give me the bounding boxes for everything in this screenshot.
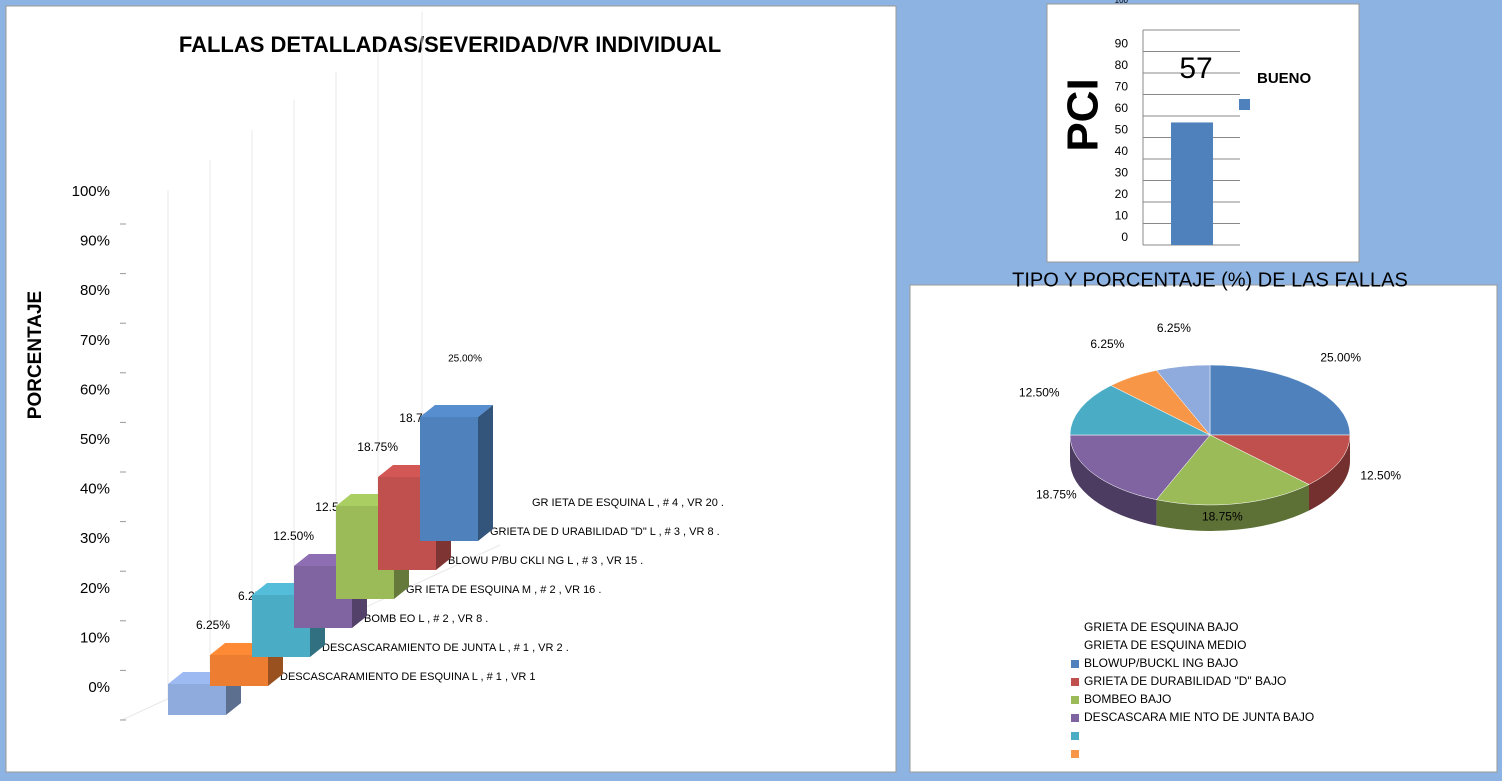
data-label: 6.25% — [196, 618, 230, 632]
bar-side — [478, 405, 493, 541]
y-tick-label: 50% — [80, 431, 110, 448]
legend-marker — [1071, 750, 1079, 758]
y-tick-label: 70% — [80, 332, 110, 349]
data-label: 12.50% — [1019, 386, 1060, 400]
legend-label: BLOWUP/BUCKL ING BAJO — [1084, 656, 1238, 670]
data-label: 25.00% — [1320, 350, 1361, 364]
y-axis-label: PCI — [1059, 78, 1108, 151]
y-axis-label: PORCENTAJE — [25, 291, 46, 419]
x-tick-label: BLOWU P/BU CKLI NG L , # 3 , VR 15 . — [448, 555, 643, 567]
chart-title: TIPO Y PORCENTAJE (%) DE LAS FALLAS — [1012, 269, 1408, 291]
y-tick-label: 70 — [1115, 80, 1129, 94]
legend-label: GRIETA DE ESQUINA BAJO — [1084, 620, 1238, 634]
data-label: 6.25% — [1090, 337, 1124, 351]
bar3d-panel — [5, 5, 897, 773]
y-tick-label: 0 — [1121, 230, 1128, 244]
y-tick-label: 0% — [88, 679, 110, 696]
x-tick-label: DESCASCARAMIENTO DE ESQUINA L , # 1 , VR… — [280, 671, 536, 683]
x-tick-label: DESCASCARAMIENTO DE JUNTA L , # 1 , VR 2… — [322, 642, 569, 654]
bar — [210, 655, 268, 686]
x-tick-label: GR IETA DE ESQUINA L , # 4 , VR 20 . — [532, 497, 724, 509]
data-label: 6.25% — [1157, 321, 1191, 335]
data-label: 57 — [1179, 52, 1212, 85]
y-tick-label: 10 — [1115, 209, 1129, 223]
pie-slice — [1069, 434, 1211, 500]
bar — [1171, 122, 1213, 245]
legend-marker — [1071, 660, 1079, 668]
data-label: 18.75% — [1202, 510, 1243, 524]
data-label: 25.00% — [448, 354, 482, 365]
legend-label: BUENO — [1257, 70, 1312, 87]
pie-slice — [1209, 364, 1351, 436]
back-walls — [121, 12, 501, 721]
y-tick-label: 10% — [80, 629, 110, 646]
y-tick-label: 40 — [1115, 144, 1129, 158]
legend-label: GRIETA DE DURABILIDAD "D" BAJO — [1084, 674, 1286, 688]
y-tick-label: 60% — [80, 381, 110, 398]
y-tick-label: 90 — [1115, 37, 1129, 51]
legend-marker — [1071, 678, 1079, 686]
legend-marker — [1239, 99, 1250, 110]
y-tick-label: 100 — [1115, 0, 1129, 5]
pie-slice — [1209, 434, 1351, 485]
pie-side — [1156, 484, 1309, 531]
y-tick-label: 80% — [80, 282, 110, 299]
data-label: 18.75% — [357, 440, 398, 454]
legend-marker — [1071, 732, 1079, 740]
pie-slice — [1155, 364, 1211, 436]
legend-label: GRIETA DE ESQUINA MEDIO — [1084, 638, 1246, 652]
y-tick-label: 40% — [80, 481, 110, 498]
x-tick-label: BOMB EO L , # 2 , VR 8 . — [364, 613, 488, 625]
y-tick-label: 80 — [1115, 58, 1129, 72]
legend-label: DESCASCARA MIE NTO DE JUNTA BAJO — [1084, 710, 1314, 724]
bar-top — [420, 405, 493, 417]
pie-slice — [1069, 385, 1211, 436]
y-tick-label: 100% — [72, 183, 110, 200]
y-tick-label: 30 — [1115, 166, 1129, 180]
y-tick-label: 50 — [1115, 123, 1129, 137]
y-tick-label: 20% — [80, 580, 110, 597]
y-tick-label: 20 — [1115, 187, 1129, 201]
pie-side — [1070, 435, 1157, 526]
legend-label: BOMBEO BAJO — [1084, 692, 1171, 706]
bar — [420, 417, 478, 541]
legend-marker — [1071, 714, 1079, 722]
data-label: 18.75% — [1036, 487, 1077, 501]
chart-title: FALLAS DETALLADAS/SEVERIDAD/VR INDIVIDUA… — [179, 32, 721, 57]
pie-side — [1308, 435, 1350, 511]
x-tick-label: GR IETA DE ESQUINA M , # 2 , VR 16 . — [406, 584, 601, 596]
pie-slice — [1155, 434, 1310, 506]
legend-marker — [1071, 696, 1079, 704]
y-tick-label: 60 — [1115, 101, 1129, 115]
x-tick-label: GRIETA DE D URABILIDAD "D" L , # 3 , VR … — [490, 526, 720, 538]
y-tick-label: 30% — [80, 530, 110, 547]
data-label: 12.50% — [1360, 469, 1401, 483]
y-tick-label: 90% — [80, 233, 110, 250]
data-label: 12.50% — [273, 529, 314, 543]
bar — [168, 684, 226, 715]
